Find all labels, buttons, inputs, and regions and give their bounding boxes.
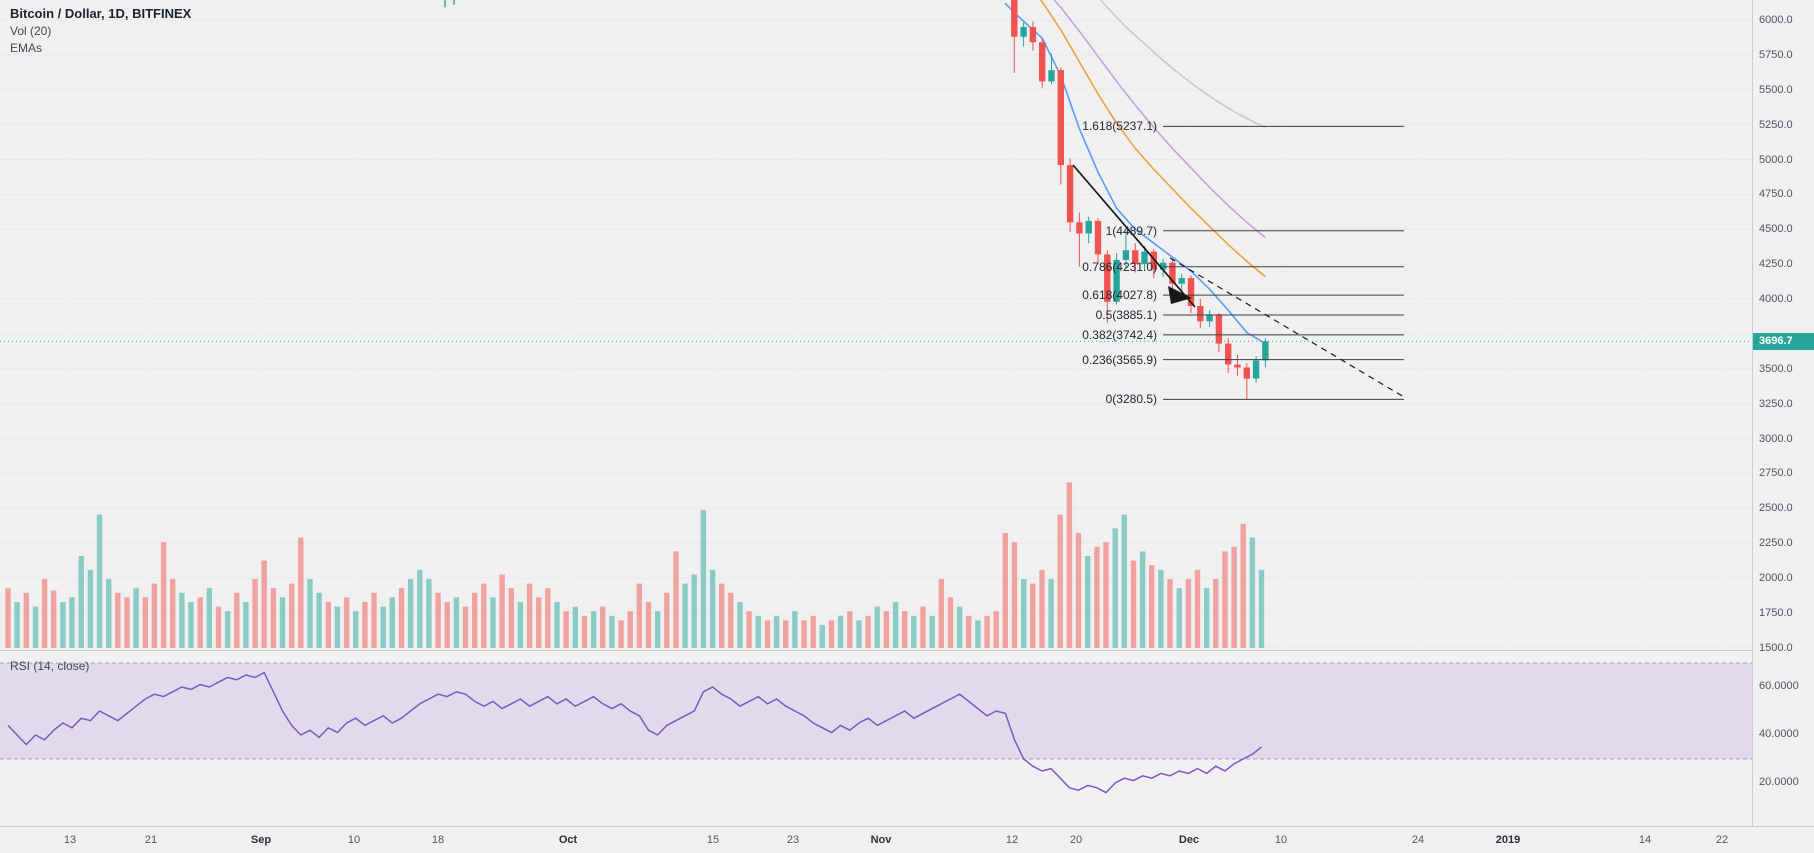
price-tick-label: 2250.0 [1759,537,1793,550]
legend: Bitcoin / Dollar, 1D, BITFINEX Vol (20) … [10,6,191,55]
time-tick-label: Sep [250,834,272,846]
price-axis[interactable]: 6000.0 5750.0 5500.0 5250.0 5000.0 4750.0 4500… [1752,0,1814,826]
time-tick-label: Nov [870,834,892,846]
time-tick-label: 20 [1069,834,1083,846]
rsi-tick-label: 60.0000 [1759,680,1799,692]
price-tick-label: 4250.0 [1759,258,1793,271]
price-tick-label: 3500.0 [1759,362,1793,375]
time-tick-label: 10 [347,834,361,846]
price-tick-label: 5250.0 [1759,118,1793,131]
price-tick-label: 3000.0 [1759,432,1793,445]
rsi-tick-label: 40.0000 [1759,728,1799,740]
price-tick-label: 2750.0 [1759,467,1793,480]
price-tick-label: 5500.0 [1759,83,1793,96]
time-tick-label: 24 [1411,834,1425,846]
price-tick-label: 6000.0 [1759,14,1793,26]
price-tick-label: 5750.0 [1759,48,1793,61]
trendline[interactable] [1072,164,1196,308]
grid [0,0,1752,650]
time-tick-label: 2019 [1495,834,1521,846]
main-chart-canvas[interactable] [0,0,1752,650]
rsi-band [0,663,1752,759]
last-price-value: 3696.7 [1759,335,1793,348]
ema-slow-purple [1053,0,1266,239]
price-tick-label: 4000.0 [1759,293,1793,305]
rsi-canvas[interactable] [0,651,1752,827]
time-tick-label: 18 [431,834,445,846]
arrow-marker[interactable] [1168,286,1192,304]
time-tick-label: Oct [558,834,578,846]
dashed-trendline[interactable] [1169,257,1405,398]
price-tick-label: 3250.0 [1759,397,1793,410]
indicator-emas-label[interactable]: EMAs [10,41,43,55]
price-tick-label: 5000.0 [1759,153,1793,166]
main-price-pane[interactable]: Bitcoin / Dollar, 1D, BITFINEX Vol (20) … [0,0,1752,650]
rsi-pane[interactable]: RSI (14, close) [0,650,1752,826]
rsi-canvas-host[interactable] [0,651,1752,827]
indicator-vol-label[interactable]: Vol (20) [10,24,52,38]
time-tick-label: 14 [1638,834,1652,846]
time-tick-label: 12 [1005,834,1019,846]
volume-bars [5,482,1265,648]
rsi-line [7,671,1262,794]
price-tick-label: 2000.0 [1759,572,1793,584]
time-tick-label: Dec [1178,834,1200,846]
time-tick-label: 13 [63,834,77,846]
offscreen-candle-wicks [444,0,455,8]
ema-slowest-gray [1099,0,1266,129]
ema-mid-orange [1039,0,1266,278]
last-price-tag: 3696.7 [1753,332,1814,350]
time-tick-label: 22 [1715,834,1729,846]
price-tick-label: 4500.0 [1759,223,1793,236]
symbol-title[interactable]: Bitcoin / Dollar, 1D, BITFINEX [10,6,192,21]
rsi-indicator-label[interactable]: RSI (14, close) [10,659,90,673]
time-tick-label: 21 [144,834,158,846]
time-tick-label: 10 [1274,834,1288,846]
price-tick-label: 1750.0 [1759,606,1793,619]
price-tick-label: 2500.0 [1759,502,1793,515]
ema-fast-blue [1004,2,1266,345]
time-axis[interactable]: 13 21 Sep 10 18 Oct 15 23 Nov 12 20 Dec 10 24 2019 14 22 [0,826,1814,853]
price-tick-label: 1500.0 [1759,641,1793,654]
candles [1011,0,1269,400]
time-tick-label: 23 [786,834,800,846]
price-tick-label: 4750.0 [1759,188,1793,201]
rsi-tick-label: 20.0000 [1759,776,1799,788]
fib-retracement-lines[interactable] [1163,125,1404,400]
main-chart-canvas-host[interactable] [0,0,1752,650]
ema-lines [1004,0,1266,345]
time-tick-label: 15 [706,834,720,846]
